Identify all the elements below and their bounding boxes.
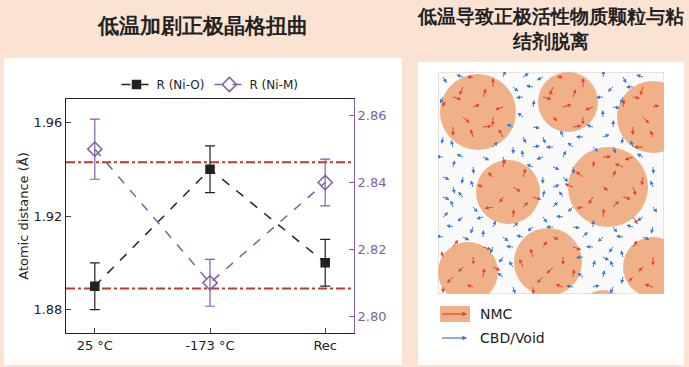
svg-text:2.82: 2.82: [358, 242, 387, 257]
svg-text:Atomic distance (Å): Atomic distance (Å): [16, 152, 31, 280]
svg-text:2.86: 2.86: [358, 108, 387, 123]
svg-text:Rec: Rec: [313, 338, 337, 353]
svg-text:1.96: 1.96: [33, 115, 62, 130]
html-text:低温加剧正极晶格扭曲: 低温加剧正极晶格扭曲: [97, 14, 308, 38]
svg-text:1.92: 1.92: [33, 209, 62, 224]
svg-text:2.80: 2.80: [358, 309, 387, 324]
svg-text:25 °C: 25 °C: [77, 338, 113, 353]
svg-text:1.88: 1.88: [33, 302, 62, 317]
svg-text:-173 °C: -173 °C: [185, 338, 234, 353]
svg-text:R (Ni-O): R (Ni-O): [157, 78, 205, 92]
svg-text:R (Ni-M): R (Ni-M): [249, 78, 298, 92]
html-text:低温导致正极活性物质颗粒与粘结剂脱离: 低温导致正极活性物质颗粒与粘结剂脱离: [417, 5, 684, 52]
svg-text:NMC: NMC: [480, 306, 513, 322]
svg-text:2.84: 2.84: [358, 175, 387, 190]
svg-text:CBD/Void: CBD/Void: [480, 330, 545, 346]
